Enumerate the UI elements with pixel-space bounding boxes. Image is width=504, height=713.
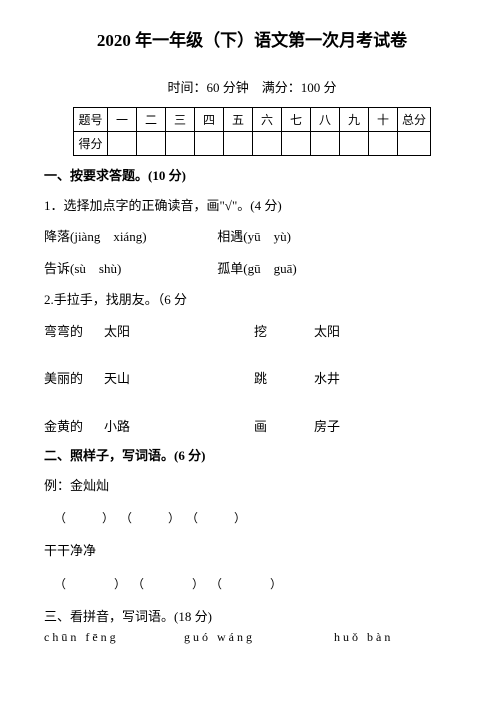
score-cell	[165, 132, 194, 156]
timing-line: 时间：60 分钟 满分：100 分	[44, 78, 460, 98]
col-header: 五	[223, 108, 252, 132]
question-1-1: 1．选择加点字的正确读音，画"√"。(4 分)	[44, 196, 460, 216]
score-cell	[368, 132, 397, 156]
section-heading-3: 三、看拼音，写词语。(18 分)	[44, 607, 460, 627]
example-line: 例：金灿灿	[44, 476, 460, 496]
match-row: 弯弯的 太阳 挖 太阳	[44, 322, 460, 342]
paren: （ ）	[210, 575, 282, 593]
word-option: 降落(jiàng xiáng)	[44, 227, 214, 247]
score-cell	[194, 132, 223, 156]
word-option: 相遇(yū yù)	[217, 229, 291, 244]
col-header: 一	[107, 108, 136, 132]
example-line-2: 干干净净	[44, 541, 460, 561]
match-item: 水井	[314, 369, 340, 389]
paren: （ ）	[132, 575, 204, 593]
word-option: 孤单(gū guā)	[217, 261, 296, 276]
match-item: 小路	[104, 417, 194, 437]
score-cell	[223, 132, 252, 156]
match-item: 金黄的	[44, 417, 104, 437]
table-row: 得分	[73, 132, 430, 156]
pinyin-word: chūn fēng	[44, 628, 184, 646]
pinyin-line: 告诉(sù shù) 孤单(gū guā)	[44, 259, 460, 279]
match-item: 美丽的	[44, 369, 104, 389]
row-label: 题号	[73, 108, 107, 132]
paren: （ ）	[186, 509, 246, 527]
section-heading-1: 一、按要求答题。(10 分)	[44, 166, 460, 186]
col-header: 总分	[397, 108, 430, 132]
col-header: 七	[281, 108, 310, 132]
col-header: 九	[339, 108, 368, 132]
match-item: 跳	[254, 369, 314, 389]
paren: （ ）	[120, 509, 180, 527]
col-header: 十	[368, 108, 397, 132]
section-heading-2: 二、照样子，写词语。(6 分)	[44, 446, 460, 466]
match-item: 天山	[104, 369, 194, 389]
blank-row: （ ） （ ） （ ）	[54, 509, 460, 527]
match-row: 金黄的 小路 画 房子	[44, 417, 460, 437]
col-header: 四	[194, 108, 223, 132]
match-item: 画	[254, 417, 314, 437]
col-header: 八	[310, 108, 339, 132]
pinyin-word: huǒ bàn	[334, 628, 393, 646]
row-label: 得分	[73, 132, 107, 156]
page-title: 2020 年一年级（下）语文第一次月考试卷	[44, 28, 460, 54]
col-header: 六	[252, 108, 281, 132]
score-cell	[107, 132, 136, 156]
score-cell	[310, 132, 339, 156]
match-row: 美丽的 天山 跳 水井	[44, 369, 460, 389]
table-row: 题号 一 二 三 四 五 六 七 八 九 十 总分	[73, 108, 430, 132]
paren: （ ）	[54, 575, 126, 593]
match-item: 太阳	[104, 322, 194, 342]
score-cell	[397, 132, 430, 156]
match-item: 弯弯的	[44, 322, 104, 342]
score-cell	[339, 132, 368, 156]
pinyin-word: guó wáng	[184, 628, 334, 646]
pinyin-line: 降落(jiàng xiáng) 相遇(yū yù)	[44, 227, 460, 247]
match-item: 太阳	[314, 322, 340, 342]
blank-row: （ ） （ ） （ ）	[54, 575, 460, 593]
match-item: 挖	[254, 322, 314, 342]
match-item: 房子	[314, 417, 340, 437]
score-cell	[136, 132, 165, 156]
score-table: 题号 一 二 三 四 五 六 七 八 九 十 总分 得分	[73, 107, 431, 156]
paren: （ ）	[54, 509, 114, 527]
question-1-2: 2.手拉手，找朋友。（6 分	[44, 290, 460, 310]
word-option: 告诉(sù shù)	[44, 259, 214, 279]
pinyin-prompt-row: chūn fēng guó wáng huǒ bàn	[44, 628, 460, 646]
score-cell	[252, 132, 281, 156]
col-header: 三	[165, 108, 194, 132]
col-header: 二	[136, 108, 165, 132]
score-cell	[281, 132, 310, 156]
